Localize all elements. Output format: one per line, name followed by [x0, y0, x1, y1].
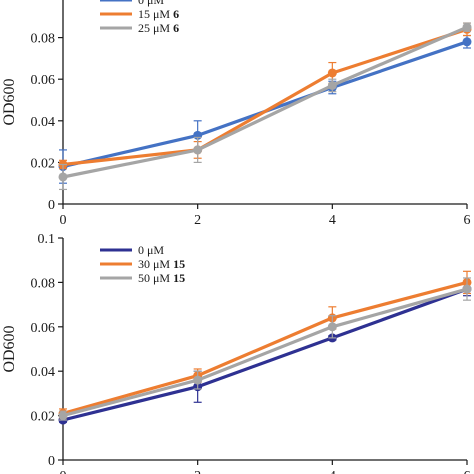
series-line: [62, 287, 468, 422]
data-point: [462, 22, 472, 32]
series-line: [62, 287, 468, 418]
legend-concentration: 30 μM: [138, 257, 170, 271]
y-axis-title: OD600: [1, 78, 18, 125]
x-tick-label: 0: [60, 213, 67, 228]
y-tick-label: 0.02: [31, 410, 56, 425]
legend-concentration: 25 μM: [138, 21, 170, 35]
data-point: [462, 284, 472, 294]
legend-label: 15 μM 6: [138, 7, 179, 21]
y-axis-title: OD600: [1, 325, 18, 372]
legend-compound: 15: [170, 257, 185, 271]
data-point: [327, 322, 337, 332]
x-tick-label: 6: [464, 469, 471, 474]
legend-label: 0 μM: [138, 0, 164, 7]
legend-compound: 6: [170, 21, 179, 35]
y-tick-label: 0.1: [38, 232, 56, 247]
series-line: [62, 25, 468, 179]
legend-concentration: 0 μM: [138, 0, 164, 7]
legend-concentration: 0 μM: [138, 243, 164, 257]
y-tick-label: 0: [48, 454, 55, 469]
y-tick-label: 0.04: [31, 365, 56, 380]
legend-compound: 15: [170, 271, 185, 285]
series-line: [62, 280, 468, 415]
legend-concentration: 15 μM: [138, 7, 170, 21]
series-3: [58, 22, 472, 191]
series-2: [58, 22, 472, 170]
data-point: [193, 145, 203, 155]
legend-label: 25 μM 6: [138, 21, 179, 35]
series-3: [58, 277, 472, 421]
data-point: [58, 172, 68, 182]
x-tick-label: 0: [60, 469, 67, 474]
series-line: [62, 27, 468, 167]
x-tick-label: 4: [329, 213, 336, 228]
y-tick-label: 0.02: [31, 156, 56, 171]
y-tick-label: 0.08: [31, 32, 56, 47]
legend-compound: 6: [170, 7, 179, 21]
y-tick-label: 0.04: [31, 115, 56, 130]
legend-label: 50 μM 15: [138, 271, 185, 285]
data-point: [462, 37, 472, 47]
x-tick-label: 6: [464, 213, 471, 228]
legend-label: 30 μM 15: [138, 257, 185, 271]
y-tick-label: 0.06: [31, 73, 56, 88]
legend-concentration: 50 μM: [138, 271, 170, 285]
x-tick-label: 4: [329, 469, 336, 474]
y-tick-label: 0.06: [31, 321, 56, 336]
y-tick-label: 0.08: [31, 276, 56, 291]
legend-label: 0 μM: [138, 243, 164, 257]
y-tick-label: 0: [48, 198, 55, 213]
series-line: [62, 40, 468, 169]
x-tick-label: 2: [194, 213, 201, 228]
data-point: [327, 68, 337, 78]
data-point: [327, 80, 337, 90]
data-point: [193, 375, 203, 385]
data-point: [58, 411, 68, 421]
series-1: [58, 34, 472, 184]
x-tick-label: 2: [194, 469, 201, 474]
series-2: [58, 270, 472, 419]
